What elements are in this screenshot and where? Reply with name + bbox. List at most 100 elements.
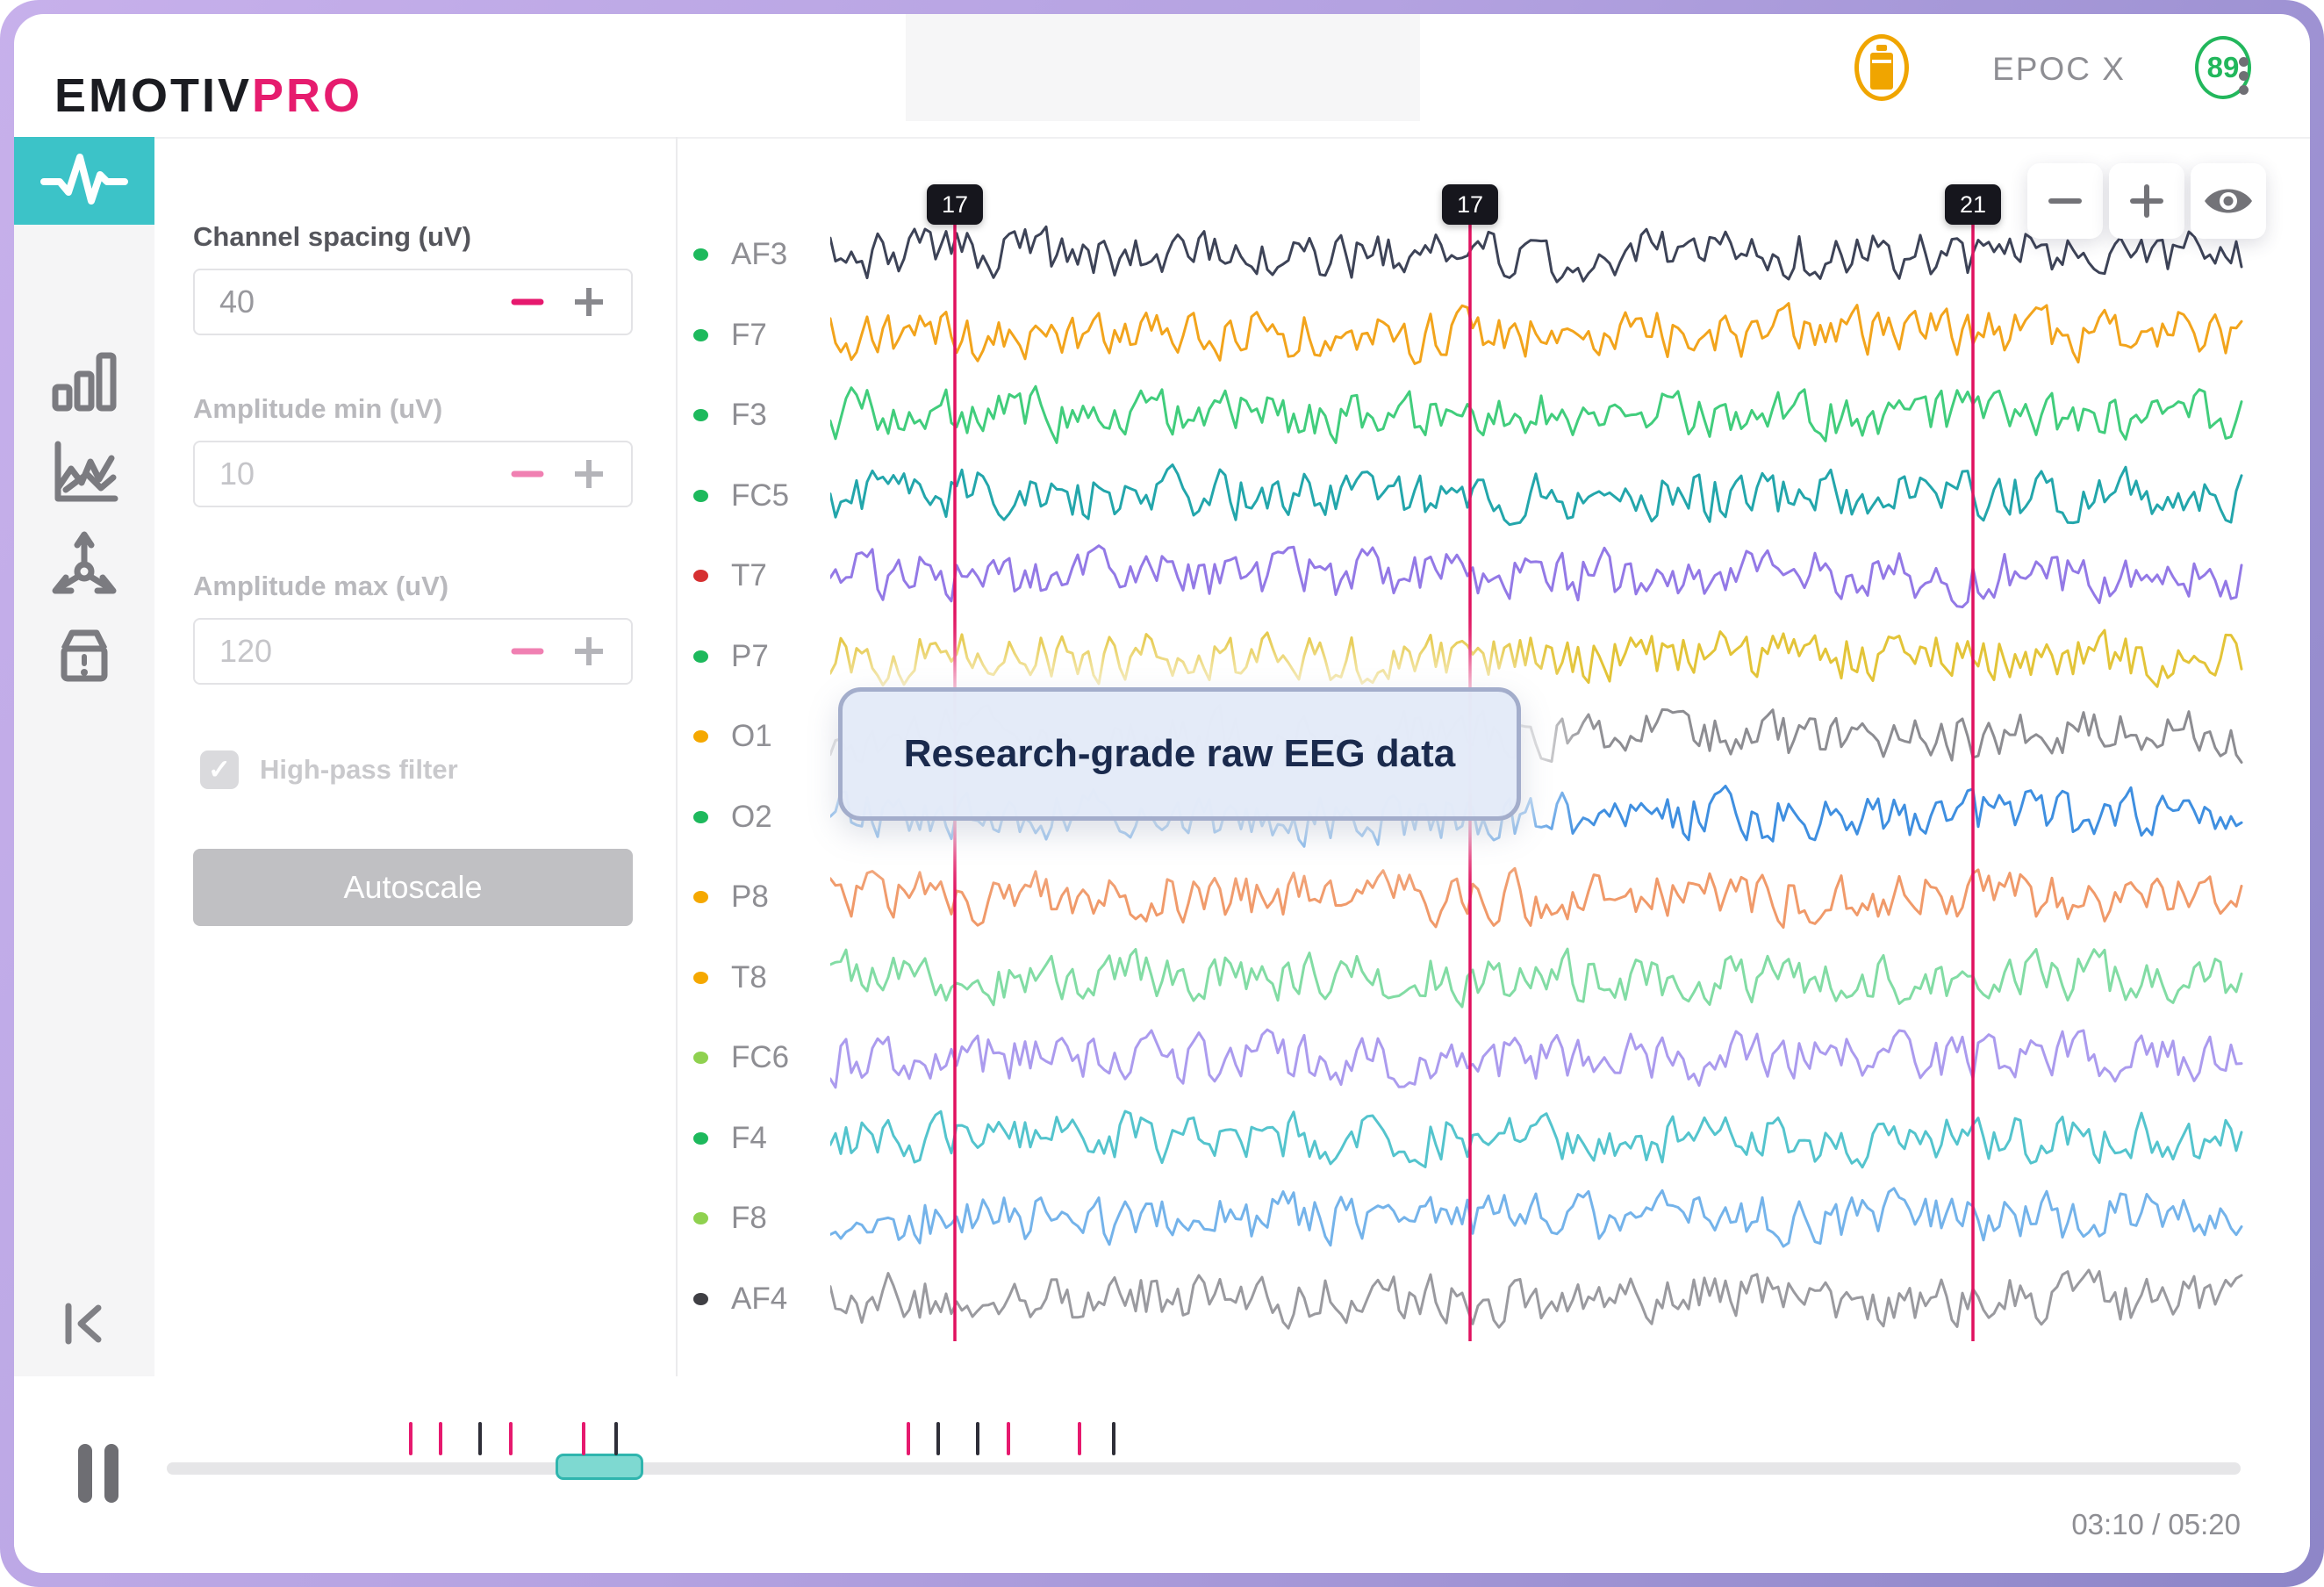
high-pass-filter-label: High-pass filter (260, 754, 458, 785)
eeg-trace-f4 (830, 1109, 2243, 1169)
amplitude-min-decrease-button[interactable] (508, 455, 547, 493)
eeg-trace-p8 (830, 866, 2243, 930)
emotivpro-logo: EMOTIVPRO (54, 68, 362, 123)
plus-icon (575, 288, 603, 316)
timeline-tick (976, 1422, 979, 1455)
sidebar-item-motion-sensors[interactable] (14, 520, 154, 607)
channel-spacing-input[interactable] (218, 283, 485, 321)
sidebar-item-eeg[interactable] (14, 137, 154, 225)
eeg-trace-fc5 (830, 463, 2243, 527)
axes-3d-icon (52, 531, 117, 594)
channel-label: T7 (731, 558, 767, 592)
minus-icon (511, 470, 544, 478)
contact-quality-dot-f8 (693, 1212, 708, 1224)
amplitude-max-field (193, 618, 633, 685)
device-name: EPOC X (1992, 51, 2126, 87)
collapse-panel-button[interactable] (14, 1280, 154, 1368)
zoom-out-button[interactable] (2027, 163, 2103, 239)
channel-row-p8: P8 (693, 880, 769, 915)
channel-row-o2: O2 (693, 800, 772, 835)
eeg-trace-af3 (830, 225, 2243, 284)
sidebar-item-performance-metrics[interactable] (14, 339, 154, 427)
timeline-tick (936, 1422, 940, 1455)
amplitude-max-label: Amplitude max (uV) (193, 571, 449, 601)
contact-quality-dot-af3 (693, 248, 708, 261)
amplitude-max-decrease-button[interactable] (508, 632, 547, 671)
playback-bar: 03:10 / 05:20 (14, 1376, 2310, 1573)
contact-quality-dot-o2 (693, 810, 708, 823)
channel-label: AF3 (731, 237, 788, 271)
kebab-menu-icon[interactable] (2233, 49, 2254, 102)
sidebar-item-data-packets[interactable] (14, 609, 154, 697)
amplitude-max-input[interactable] (218, 632, 485, 671)
visibility-button[interactable] (2191, 163, 2266, 239)
contact-quality-dot-o1 (693, 730, 708, 743)
contact-quality-dot-fc6 (693, 1052, 708, 1064)
pause-icon (104, 1444, 118, 1503)
amplitude-min-input[interactable] (218, 455, 485, 493)
plus-icon (2130, 184, 2163, 218)
amplitude-min-field (193, 441, 633, 507)
high-pass-filter-row: ✓ High-pass filter (200, 750, 458, 789)
channel-row-fc5: FC5 (693, 478, 789, 513)
channel-spacing-increase-button[interactable] (570, 283, 608, 321)
eeg-plot (830, 221, 2243, 1341)
event-marker-chip-2[interactable]: 21 (1944, 184, 2002, 225)
high-pass-filter-checkbox[interactable]: ✓ (200, 750, 239, 789)
channel-spacing-label: Channel spacing (uV) (193, 221, 471, 252)
channel-label: O2 (731, 799, 772, 834)
contact-quality-dot-af4 (693, 1292, 708, 1305)
timeline-track[interactable] (167, 1462, 2241, 1475)
contact-quality-dot-f3 (693, 409, 708, 421)
event-marker-chip-0[interactable]: 17 (926, 184, 984, 225)
amplitude-min-increase-button[interactable] (570, 455, 608, 493)
eeg-trace-p7 (830, 628, 2243, 688)
contact-quality-dot-p7 (693, 650, 708, 663)
minus-icon (2048, 198, 2082, 204)
amplitude-max-increase-button[interactable] (570, 632, 608, 671)
channel-row-f3: F3 (693, 398, 767, 433)
bar-chart-icon (52, 352, 117, 412)
channel-row-o1: O1 (693, 719, 772, 754)
plus-icon (575, 637, 603, 665)
channel-label: AF4 (731, 1281, 788, 1316)
contact-quality-dot-p8 (693, 891, 708, 903)
line-chart-icon (54, 441, 118, 502)
eeg-trace-f7 (830, 302, 2243, 365)
channel-label: F7 (731, 317, 767, 352)
waveform-icon (40, 154, 128, 205)
amplitude-min-label: Amplitude min (uV) (193, 393, 443, 424)
event-marker-chip-1[interactable]: 17 (1441, 184, 1499, 225)
pause-button[interactable] (78, 1444, 133, 1503)
icon-rail (14, 137, 154, 1376)
channel-row-f7: F7 (693, 318, 767, 353)
plus-icon (575, 460, 603, 488)
contact-quality-badge[interactable]: 89 (2195, 36, 2251, 99)
channel-row-af4: AF4 (693, 1282, 787, 1317)
channel-label: P7 (731, 638, 769, 673)
overlay-caption: Research-grade raw EEG data (838, 687, 1521, 821)
timeline-tick (907, 1422, 910, 1455)
autoscale-button[interactable]: Autoscale (193, 849, 633, 926)
contact-quality-value: 89 (2206, 51, 2240, 83)
battery-icon (1870, 45, 1893, 90)
contact-quality-dot-t8 (693, 971, 708, 984)
channel-row-t7: T7 (693, 558, 767, 593)
sidebar-item-fft[interactable] (14, 427, 154, 515)
zoom-in-button[interactable] (2109, 163, 2184, 239)
channel-label: F4 (731, 1120, 767, 1155)
channel-label: FC6 (731, 1040, 790, 1074)
collapse-panel-icon (65, 1303, 102, 1345)
channel-row-af3: AF3 (693, 237, 787, 272)
timeline-thumb[interactable] (556, 1454, 643, 1480)
timeline-tick (409, 1422, 412, 1455)
contact-quality-dot-t7 (693, 570, 708, 582)
battery-status[interactable] (1854, 34, 1909, 101)
eeg-trace-t8 (830, 947, 2243, 1009)
minus-icon (511, 648, 544, 655)
channel-spacing-decrease-button[interactable] (508, 283, 547, 321)
panel-divider (676, 137, 678, 1376)
channel-spacing-field (193, 269, 633, 335)
eeg-trace-f8 (830, 1187, 2243, 1248)
